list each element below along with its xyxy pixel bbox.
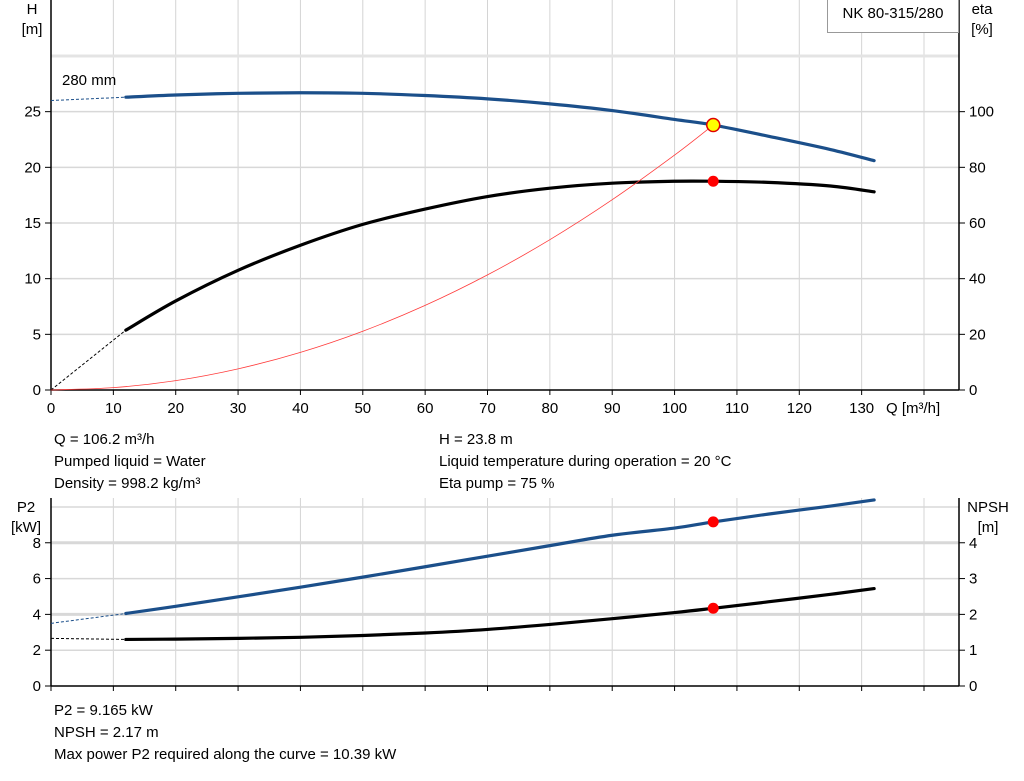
npsh-operating-point [707, 602, 719, 614]
npsh-extrapolation-line [50, 637, 126, 640]
p2-axis-title: P2 [kW] [11, 499, 41, 536]
right-tick-label: 60 [969, 215, 986, 232]
h-axis-title: H [m] [21, 1, 43, 38]
info-density: Density = 998.2 kg/m³ [54, 475, 201, 492]
x-tick-label: 100 [662, 400, 687, 417]
info-temperature: Liquid temperature during operation = 20… [439, 453, 732, 470]
left-tick-label: 15 [24, 215, 41, 232]
x-tick-label: 20 [167, 400, 184, 417]
right-tick-label: 4 [969, 535, 977, 552]
eta-extrapolation-line [50, 329, 127, 391]
info-top-left: Q = 106.2 m³/h Pumped liquid = Water Den… [54, 429, 206, 495]
x-tick-label: 90 [604, 400, 621, 417]
left-tick-label: 0 [33, 382, 41, 399]
h-extrapolation-line [50, 96, 126, 102]
info-eta: Eta pump = 75 % [439, 475, 555, 492]
left-tick-label: 4 [33, 606, 41, 623]
left-tick-label: 5 [33, 326, 41, 343]
x-tick-label: 40 [292, 400, 309, 417]
left-tick-label: 0 [33, 678, 41, 695]
left-tick-label: 25 [24, 104, 41, 121]
info-p2: P2 = 9.165 kW [54, 702, 153, 719]
x-tick-label: 70 [479, 400, 496, 417]
right-tick-label: 3 [969, 571, 977, 588]
right-tick-label: 0 [969, 382, 977, 399]
eta-operating-point [707, 175, 719, 187]
right-tick-label: 40 [969, 271, 986, 288]
eta-curve [124, 179, 876, 332]
eta-axis-title: eta [%] [971, 1, 993, 38]
x-tick-label: 0 [47, 400, 55, 417]
x-tick-label: 30 [230, 400, 247, 417]
x-tick-label: 50 [354, 400, 371, 417]
p2-curve [124, 498, 876, 616]
right-tick-label: 2 [969, 606, 977, 623]
info-liquid: Pumped liquid = Water [54, 453, 206, 470]
right-tick-label: 20 [969, 326, 986, 343]
x-tick-label: 80 [542, 400, 559, 417]
info-npsh: NPSH = 2.17 m [54, 724, 159, 741]
h-operating-point [705, 117, 721, 133]
x-tick-label: 120 [787, 400, 812, 417]
left-tick-label: 2 [33, 642, 41, 659]
x-tick-label: 10 [105, 400, 122, 417]
right-tick-label: 1 [969, 642, 977, 659]
info-max-power: Max power P2 required along the curve = … [54, 746, 397, 763]
right-tick-label: 80 [969, 159, 986, 176]
info-flow: Q = 106.2 m³/h [54, 431, 155, 448]
info-top-right: H = 23.8 m Liquid temperature during ope… [439, 429, 731, 495]
right-tick-label: 100 [969, 104, 994, 121]
left-tick-label: 10 [24, 271, 41, 288]
impeller-label: 280 mm [62, 72, 117, 89]
info-bottom: P2 = 9.165 kW NPSH = 2.17 m Max power P2… [54, 700, 396, 766]
system-curve [50, 124, 714, 391]
p2-operating-point [707, 516, 719, 528]
left-tick-label: 8 [33, 535, 41, 552]
q-axis-title: Q [m³/h] [886, 400, 941, 417]
left-tick-label: 20 [24, 159, 41, 176]
h-curve [124, 91, 876, 163]
npsh-axis-title: NPSH [m] [967, 499, 1009, 536]
left-tick-label: 6 [33, 571, 41, 588]
right-tick-label: 0 [969, 678, 977, 695]
x-tick-label: 130 [849, 400, 874, 417]
pump-label-box: NK 80-315/280 [827, 0, 959, 33]
x-tick-label: 110 [725, 400, 749, 417]
p2-extrapolation-line [50, 612, 126, 624]
npsh-curve [124, 586, 876, 642]
x-tick-label: 60 [417, 400, 434, 417]
info-head: H = 23.8 m [439, 431, 513, 448]
